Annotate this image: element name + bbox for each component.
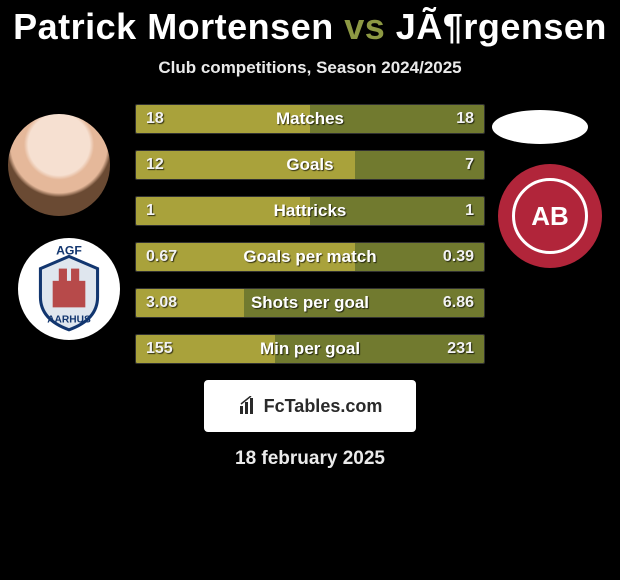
stat-row: 3.086.86Shots per goal bbox=[135, 288, 485, 318]
stat-row: 1818Matches bbox=[135, 104, 485, 134]
stat-metric: Shots per goal bbox=[136, 289, 484, 317]
brand-text: FcTables.com bbox=[264, 396, 383, 417]
stat-metric: Hattricks bbox=[136, 197, 484, 225]
player1-club-logo: AARHUS AGF bbox=[18, 238, 120, 340]
vs-separator: vs bbox=[344, 6, 385, 47]
svg-text:AGF: AGF bbox=[56, 243, 82, 257]
footer-date: 18 february 2025 bbox=[0, 448, 620, 470]
stat-row: 127Goals bbox=[135, 150, 485, 180]
stat-metric: Min per goal bbox=[136, 335, 484, 363]
stat-metric: Goals per match bbox=[136, 243, 484, 271]
svg-text:AARHUS: AARHUS bbox=[47, 315, 91, 326]
player1-name: Patrick Mortensen bbox=[13, 6, 334, 47]
stat-row: 155231Min per goal bbox=[135, 334, 485, 364]
brand-card: FcTables.com bbox=[204, 380, 416, 432]
player2-club-logo-text: AB bbox=[512, 178, 588, 254]
stat-row: 0.670.39Goals per match bbox=[135, 242, 485, 272]
player2-club-logo: AB bbox=[498, 164, 602, 268]
player1-avatar bbox=[8, 114, 110, 216]
stat-metric: Goals bbox=[136, 151, 484, 179]
chart-icon bbox=[238, 396, 258, 416]
page-title: Patrick Mortensen vs JÃ¶rgensen bbox=[0, 0, 620, 48]
page-subtitle: Club competitions, Season 2024/2025 bbox=[0, 58, 620, 78]
stat-bars: 1818Matches 127Goals 11Hattricks 0.670.39Go… bbox=[135, 104, 485, 364]
comparison-arena: AARHUS AGF AB 1818Matches 127Goals 11Hattr… bbox=[0, 104, 620, 470]
stat-row: 11Hattricks bbox=[135, 196, 485, 226]
player2-name: JÃ¶rgensen bbox=[396, 6, 607, 47]
stat-metric: Matches bbox=[136, 105, 484, 133]
player2-avatar bbox=[492, 110, 588, 144]
